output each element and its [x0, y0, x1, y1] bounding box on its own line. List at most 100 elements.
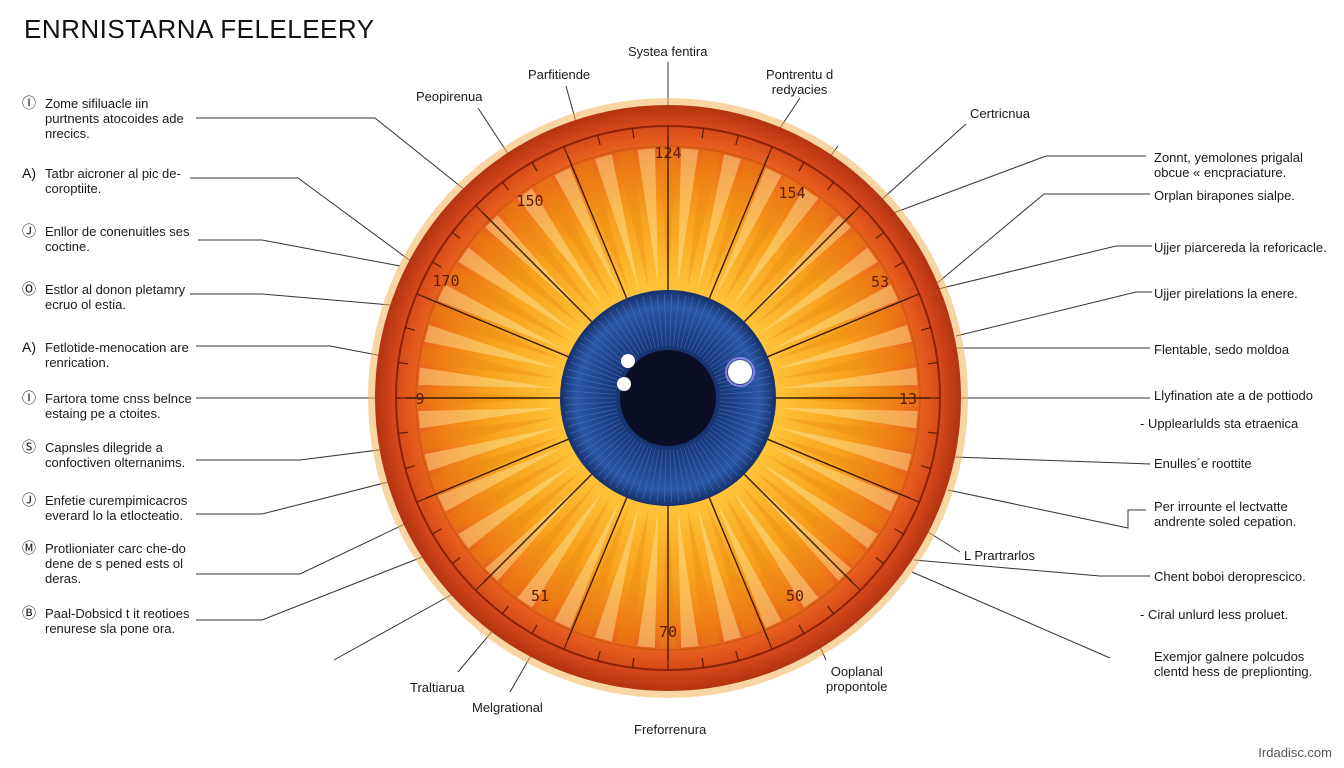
pupil-ring-fiber	[609, 440, 640, 485]
left-label-4: Ⓞ Estlor al donon pletamry ecruo ol estia.	[22, 281, 186, 313]
left-label-line: Paal-Dobsicd t it reotioes	[45, 606, 190, 621]
outer-tick	[475, 205, 484, 214]
pupil-ring-fiber	[717, 411, 769, 428]
outer-tick	[416, 497, 427, 503]
iris-fiber	[724, 177, 801, 302]
outer-tick	[432, 528, 442, 535]
pupil-ring-fiber	[711, 342, 757, 371]
iris-fiber	[500, 483, 597, 596]
iris-fiber	[615, 150, 649, 288]
iris-fiber	[776, 324, 912, 370]
highlight-dot-3-halo	[725, 357, 755, 387]
left-label-marker: Ⓢ	[22, 439, 36, 455]
outer-tick	[798, 162, 805, 172]
left-label-line: Capnsles dilegride a	[45, 440, 163, 455]
iris-fiber	[637, 509, 659, 648]
pupil-ring-fiber	[718, 408, 770, 421]
outer-tick	[909, 293, 920, 299]
right-label-12: - Ciral unlurd less proluet.	[1140, 607, 1288, 622]
page-title: ENRNISTARNA FELELEERY	[24, 14, 375, 44]
outer-tick	[875, 557, 885, 565]
pupil-ring-fiber	[564, 390, 617, 395]
pupil-ring-fiber	[705, 325, 744, 363]
outer-tick	[501, 605, 509, 615]
pupil-ring-fiber	[598, 436, 634, 476]
outer-tick	[894, 528, 904, 535]
iris-fiber	[715, 499, 782, 629]
right-label-5: Flentable, sedo moldoa	[1154, 342, 1289, 357]
pupil-ring-fiber	[719, 401, 772, 406]
right-label-11: Chent boboi deroprescico.	[1154, 569, 1306, 584]
watermark: Irdadisc.com	[1258, 745, 1332, 760]
pupil-ring-fiber	[656, 449, 663, 502]
pupil-ring-fiber	[687, 446, 708, 495]
right-label-4: Ujjer pirelations la enere.	[1154, 286, 1298, 301]
pupil-ring-fiber	[673, 294, 680, 347]
left-label-line: Estlor al donon pletamry	[45, 282, 186, 297]
leader-line	[198, 239, 401, 267]
left-label-10: Ⓑ Paal-Dobsicd t it reotioes renurese sla …	[22, 606, 190, 637]
iris-fiber	[594, 154, 640, 290]
right-label-line: Ujjer piarcereda la reforicacle.	[1154, 240, 1327, 255]
pupil-ring-fiber	[566, 375, 618, 388]
iris-fiber	[779, 367, 918, 389]
outer-tick	[927, 361, 938, 365]
leader-line	[196, 117, 466, 191]
iris-fiber	[554, 499, 621, 629]
pupil	[620, 350, 716, 446]
pupil-ring-fiber	[699, 315, 733, 358]
leader-line	[935, 193, 1150, 285]
pupil-ring-fiber	[649, 449, 660, 501]
pupil-ring-fiber	[676, 295, 687, 347]
iris-fiber	[447, 265, 572, 342]
leader-line	[947, 489, 1146, 529]
iris-fiber	[637, 148, 659, 287]
left-label-marker: A)	[22, 339, 36, 355]
right-label-line: Enulles´e roottite	[1154, 456, 1252, 471]
left-label-line: Zome sifiluacle iin	[45, 96, 149, 111]
bottom-label-2: Melgrational	[472, 700, 543, 715]
iris-fiber	[517, 489, 604, 608]
leader-line	[863, 155, 1146, 225]
left-label-line: ecruo ol estia.	[45, 297, 126, 312]
highlight-dot-2	[617, 377, 631, 391]
pupil-ring-fiber	[622, 304, 646, 352]
iris-fiber	[458, 462, 577, 549]
left-label-line: estaing pe a ctoites.	[45, 406, 161, 421]
leader-line	[196, 477, 405, 515]
right-label-13: Exemjor galnere polcudos clentd hess de p…	[1154, 649, 1312, 679]
top-label-2: Parfitiende	[528, 67, 591, 82]
pupil-ring-fiber	[572, 418, 621, 441]
left-label-marker: Ⓙ	[22, 492, 36, 508]
right-label-line: Orplan birapones sialpe.	[1154, 188, 1295, 203]
iris-fiber	[696, 154, 742, 290]
leader-line	[196, 511, 431, 575]
pupil-ring-fiber	[622, 444, 646, 492]
pupil-ring-fiber	[615, 307, 643, 354]
outer-tick	[405, 465, 416, 469]
outer-tick	[894, 261, 904, 268]
left-label-line: Fetlotide-menocation are	[45, 340, 189, 355]
iris-spoke	[708, 497, 769, 641]
iris-spoke	[425, 438, 569, 499]
bottom-label-3: Freforrenura	[634, 722, 707, 737]
iris-fiber	[437, 445, 567, 512]
iris-fiber	[778, 345, 916, 379]
outer-tick	[875, 231, 885, 239]
left-label-marker: Ⓞ	[22, 281, 36, 297]
pupil-ring-fiber	[709, 336, 753, 368]
pupil-ring-fiber	[707, 431, 748, 466]
iris-spoke	[482, 473, 593, 584]
pupil-ring-fiber	[705, 433, 744, 471]
ring-number: 170	[432, 272, 459, 290]
left-label-8: Ⓙ Enfetie curempimicacros everard lo la et…	[22, 492, 187, 524]
highlight-dot-1	[621, 354, 635, 368]
left-label-3: Ⓙ Enllor de conenuitles ses coctine.	[22, 223, 190, 255]
ring-number: 13	[899, 390, 917, 408]
left-label-marker: Ⓙ	[22, 223, 36, 239]
pupil-ring-fiber	[709, 428, 753, 460]
iris-fiber	[458, 247, 577, 334]
iris-fiber	[418, 407, 557, 429]
pupil-ring-fiber	[702, 436, 738, 476]
iris-fiber	[677, 148, 699, 287]
